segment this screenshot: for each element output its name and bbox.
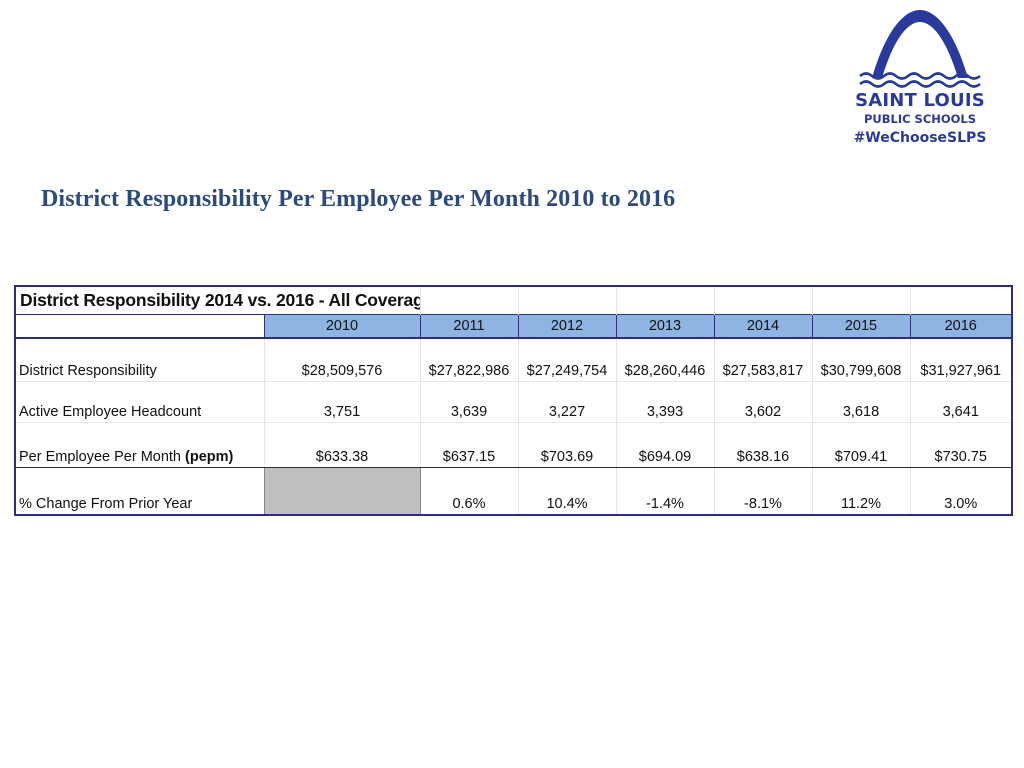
row-label: District Responsibility xyxy=(14,338,264,382)
table-cell: 3,618 xyxy=(811,381,910,423)
year-header-cell: 2014 xyxy=(713,314,812,339)
district-responsibility-table: District Responsibility 2014 vs. 2016 - … xyxy=(14,285,1013,516)
table-cell: 3,602 xyxy=(713,381,812,423)
row-label-bold: (pepm) xyxy=(185,449,234,465)
header-blank-cell xyxy=(811,285,910,315)
table-caption-row: District Responsibility 2014 vs. 2016 - … xyxy=(14,285,1013,315)
table-cell: 11.2% xyxy=(811,467,910,516)
saint-louis-public-schools-logo: SAINT LOUIS PUBLIC SCHOOLS #WeChooseSLPS xyxy=(836,6,1004,148)
table-cell: $637.15 xyxy=(419,422,518,468)
header-blank-cell xyxy=(517,285,616,315)
year-header-cell: 2013 xyxy=(615,314,714,339)
table-row-active-employee-headcount: Active Employee Headcount 3,751 3,639 3,… xyxy=(14,381,1013,423)
row-label: Active Employee Headcount xyxy=(14,381,264,423)
table-cell: $730.75 xyxy=(909,422,1013,468)
row-label: Per Employee Per Month (pepm) xyxy=(14,422,264,468)
table-row-percent-change: % Change From Prior Year 0.6% 10.4% -1.4… xyxy=(14,467,1013,516)
table-cell: 3,751 xyxy=(263,381,420,423)
logo-text-saint-louis: SAINT LOUIS xyxy=(855,90,985,111)
header-blank-cell xyxy=(615,285,714,315)
table-cell: -1.4% xyxy=(615,467,714,516)
table-cell: 3,641 xyxy=(909,381,1013,423)
table-cell-empty-grey xyxy=(263,467,421,516)
row-label: % Change From Prior Year xyxy=(14,467,264,516)
table-cell: 3,639 xyxy=(419,381,518,423)
table-cell: 0.6% xyxy=(419,467,518,516)
table-row-district-responsibility: District Responsibility $28,509,576 $27,… xyxy=(14,338,1013,382)
gateway-arch-icon xyxy=(859,10,981,88)
table-cell: 3.0% xyxy=(909,467,1013,516)
header-blank-cell xyxy=(713,285,812,315)
table-cell: $27,822,986 xyxy=(419,338,518,382)
table-cell: $694.09 xyxy=(615,422,714,468)
table-cell: $638.16 xyxy=(713,422,812,468)
header-blank-cell xyxy=(419,285,518,315)
table-cell: $633.38 xyxy=(263,422,420,468)
year-header-label-cell xyxy=(14,314,264,339)
year-header-row: 2010 2011 2012 2013 2014 2015 2016 xyxy=(14,314,1013,339)
table-cell: $28,260,446 xyxy=(615,338,714,382)
page-title: District Responsibility Per Employee Per… xyxy=(41,186,676,212)
year-header-cell: 2015 xyxy=(811,314,910,339)
table-cell: $709.41 xyxy=(811,422,910,468)
row-label-main: Per Employee Per Month xyxy=(19,449,186,465)
year-header-cell: 2012 xyxy=(517,314,616,339)
year-header-cell: 2010 xyxy=(263,314,420,339)
header-blank-cell xyxy=(909,285,1013,315)
table-cell: 10.4% xyxy=(517,467,616,516)
logo-text-public-schools: PUBLIC SCHOOLS xyxy=(863,112,977,126)
table-cell: $31,927,961 xyxy=(909,338,1013,382)
table-cell: $27,249,754 xyxy=(517,338,616,382)
table-cell: $27,583,817 xyxy=(713,338,812,382)
table-cell: 3,393 xyxy=(615,381,714,423)
year-header-cell: 2011 xyxy=(419,314,518,339)
table-cell: $703.69 xyxy=(517,422,616,468)
table-cell: -8.1% xyxy=(713,467,812,516)
table-caption: District Responsibility 2014 vs. 2016 - … xyxy=(14,285,420,315)
table-row-per-employee-per-month: Per Employee Per Month (pepm) $633.38 $6… xyxy=(14,422,1013,468)
table-cell: $30,799,608 xyxy=(811,338,910,382)
year-header-cell: 2016 xyxy=(909,314,1013,339)
logo-hashtag: #WeChooseSLPS xyxy=(853,130,987,146)
table-cell: $28,509,576 xyxy=(263,338,420,382)
table-cell: 3,227 xyxy=(517,381,616,423)
